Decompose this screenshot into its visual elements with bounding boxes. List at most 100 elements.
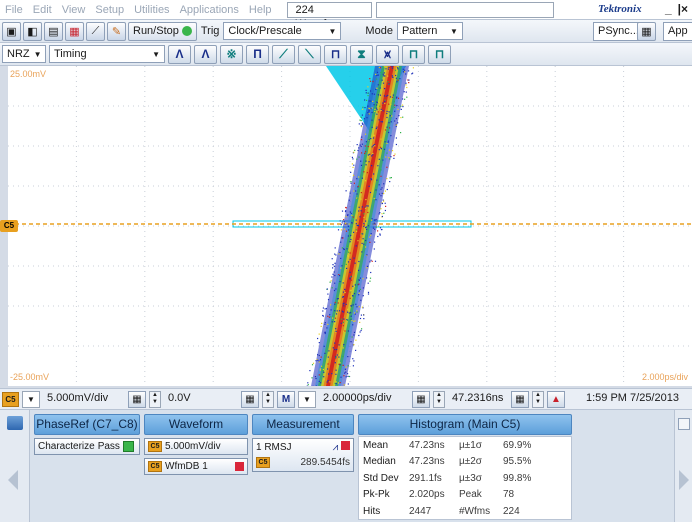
- scroll-left-icon[interactable]: [8, 470, 18, 490]
- menu-bar: File Edit View Setup Utilities Applicati…: [0, 0, 692, 30]
- channel-badge[interactable]: C5: [2, 391, 19, 407]
- top-scale-label: 25.00mV: [10, 69, 47, 79]
- stat-label: Median: [363, 456, 396, 468]
- psync-button[interactable]: PSync...: [593, 22, 644, 41]
- keypad-icon[interactable]: ▦: [128, 390, 146, 408]
- waveform-db-button[interactable]: C5 WfmDB 1: [144, 458, 248, 475]
- waveform-scale-button[interactable]: C5 5.000mV/div: [144, 438, 248, 455]
- measurement-header[interactable]: Measurement: [252, 414, 354, 435]
- measurement-row: 1 RMSJ ⩘: [256, 440, 350, 455]
- panel-expand-icon[interactable]: [678, 418, 690, 430]
- color-grade-icon[interactable]: ▦: [65, 21, 84, 41]
- crossing-icon[interactable]: ⩙: [376, 44, 399, 64]
- channel-dropdown-icon[interactable]: ▼: [22, 390, 40, 408]
- grid-icon[interactable]: ▦: [637, 22, 656, 41]
- panel-menu-icon[interactable]: [7, 416, 23, 430]
- measure-icon[interactable]: ⟋: [86, 21, 105, 41]
- status-bar: C5 ▼ 5.000mV/div ▦ ▲ ▼ 0.0V ▦ ▲ ▼ M ▼ 2.00…: [0, 388, 692, 410]
- histogram-header[interactable]: Histogram (Main C5): [358, 414, 572, 435]
- channel-level-marker[interactable]: C5: [0, 220, 18, 232]
- stat-label: Peak: [459, 489, 482, 501]
- waveform-scale-label: 5.000mV/div: [165, 441, 221, 452]
- pattern-icon[interactable]: ⊓: [324, 44, 347, 64]
- table-row: Mean 47.23ns µ±1σ 69.9%: [359, 437, 571, 454]
- horizontal-position-value: 47.2316ns: [452, 391, 504, 404]
- minimize-icon[interactable]: _: [664, 2, 672, 16]
- measurement-value-row: C5 289.5454fs: [256, 455, 350, 470]
- timing-value: Timing: [54, 48, 87, 60]
- trigger-source-select[interactable]: Clock/Prescale ▼: [223, 22, 342, 40]
- waveform-canvas: [8, 66, 692, 386]
- keypad-icon[interactable]: ▦: [241, 390, 259, 408]
- clear-icon[interactable]: ✎: [107, 21, 126, 41]
- trigger-alert-icon[interactable]: ▲: [547, 390, 565, 408]
- timing-select[interactable]: Timing ▼: [49, 45, 165, 63]
- waveform-display[interactable]: 25.00mV -25.00mV 2.000ps/div: [8, 66, 692, 386]
- close-icon[interactable]: |×: [677, 2, 688, 16]
- position-spinner[interactable]: ▲ ▼: [532, 390, 544, 408]
- control-panel: PhaseRef (C7_C8) Characterize Pass Wavef…: [0, 410, 692, 522]
- pulse-pattern-icon[interactable]: ⊓: [402, 44, 425, 64]
- menu-file[interactable]: File: [5, 3, 23, 16]
- eye-icon[interactable]: ※: [220, 44, 243, 64]
- timebase-label: 2.000ps/div: [642, 372, 689, 382]
- chevron-down-icon: ▼: [33, 49, 42, 59]
- encoding-select[interactable]: NRZ ▼: [2, 45, 46, 63]
- autoset-icon[interactable]: ◧: [23, 21, 42, 41]
- display-icon[interactable]: ▤: [44, 21, 63, 41]
- save-icon[interactable]: ▣: [2, 21, 21, 41]
- window-controls: _ |×: [665, 2, 688, 16]
- pulse-pattern-2-icon[interactable]: ⊓: [428, 44, 451, 64]
- stat-label: µ±2σ: [459, 456, 482, 468]
- stat-value: 47.23ns: [409, 456, 445, 468]
- main-timebase-badge[interactable]: M: [277, 390, 295, 408]
- run-stop-button[interactable]: Run/Stop: [128, 21, 197, 41]
- stat-label: Mean: [363, 439, 389, 451]
- histogram-stats-table: Mean 47.23ns µ±1σ 69.9% Median 47.23ns µ…: [358, 436, 572, 520]
- rmsj-measurement-card[interactable]: 1 RMSJ ⩘ C5 289.5454fs: [252, 438, 354, 472]
- menu-utilities[interactable]: Utilities: [134, 3, 170, 16]
- keypad-icon[interactable]: ▦: [412, 390, 430, 408]
- menu-view[interactable]: View: [61, 3, 86, 16]
- menu-setup[interactable]: Setup: [95, 3, 125, 16]
- menu-edit[interactable]: Edit: [32, 3, 52, 16]
- message-field: [375, 1, 554, 18]
- offset-spinner[interactable]: ▲ ▼: [262, 390, 274, 408]
- channel-tag: C5: [148, 441, 162, 452]
- stat-value: 291.1fs: [409, 472, 442, 484]
- scroll-right-icon[interactable]: [679, 470, 689, 490]
- database-icon: [235, 462, 244, 471]
- chevron-down-icon: ▼: [450, 26, 458, 36]
- trig-label: Trig: [200, 25, 220, 37]
- waveform-count-field: 224 Waveforms: [286, 1, 372, 30]
- encoding-value: NRZ: [7, 48, 30, 60]
- fall-edge-icon[interactable]: ⟍: [298, 44, 321, 64]
- pulse-fall-icon[interactable]: Λ: [194, 44, 217, 64]
- measurement-name: 1 RMSJ: [256, 442, 292, 453]
- measurement-color-icon: [341, 441, 350, 450]
- waveform-header[interactable]: Waveform: [144, 414, 248, 435]
- timebase-spinner[interactable]: ▲ ▼: [433, 390, 445, 408]
- app-button[interactable]: App: [663, 22, 692, 41]
- table-row: Pk-Pk 2.020ps Peak 78: [359, 487, 571, 504]
- timebase-dropdown-icon[interactable]: ▼: [298, 390, 316, 408]
- menu-applications[interactable]: Applications: [179, 3, 239, 16]
- characterize-button[interactable]: Characterize Pass: [34, 438, 140, 455]
- keypad-icon[interactable]: ▦: [511, 390, 529, 408]
- stat-value: 2447: [409, 505, 432, 517]
- pulse-rise-icon[interactable]: Λ: [168, 44, 191, 64]
- jitter-icon[interactable]: ⧗: [350, 44, 373, 64]
- waveform-db-label: WfmDB 1: [165, 461, 208, 472]
- channel-tag: C5: [148, 461, 162, 472]
- rise-edge-icon[interactable]: ⟋: [272, 44, 295, 64]
- stat-value: 2.020ps: [409, 489, 445, 501]
- mode-label: Mode: [365, 25, 393, 37]
- square-pulse-icon[interactable]: П: [246, 44, 269, 64]
- vertical-scale-spinner[interactable]: ▲ ▼: [149, 390, 161, 408]
- phaseref-header[interactable]: PhaseRef (C7_C8): [34, 414, 140, 435]
- menu-help[interactable]: Help: [248, 3, 272, 16]
- stat-value: 224: [503, 505, 520, 517]
- date-time: 1:59 PM 7/25/2013: [586, 392, 679, 404]
- mode-select[interactable]: Pattern ▼: [396, 22, 463, 40]
